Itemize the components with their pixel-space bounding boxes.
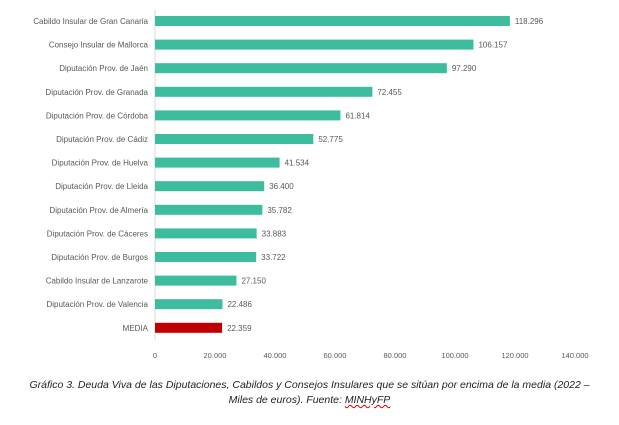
bar: [155, 110, 341, 121]
value-label: 33.722: [261, 253, 286, 262]
category-label: Diputación Prov. de Valencia: [46, 300, 148, 309]
caption-source: MINHyFP: [344, 394, 391, 406]
category-label: Diputación Prov. de Córdoba: [46, 111, 149, 120]
bar: [155, 134, 314, 144]
category-label: Cabildo Insular de Gran Canaria: [33, 17, 148, 26]
value-label: 22.359: [227, 324, 252, 333]
x-tick-label: 80.000: [384, 351, 407, 360]
bar: [155, 299, 223, 310]
bar: [155, 204, 263, 215]
bar: [155, 181, 265, 192]
category-label: Diputación Prov. de Lleida: [55, 182, 148, 191]
bar: [155, 252, 257, 262]
category-label: MEDIA: [123, 324, 149, 333]
bar: [155, 86, 373, 97]
value-label: 97.290: [452, 64, 477, 73]
category-label: Diputación Prov. de Huelva: [52, 159, 149, 168]
value-label: 27.150: [241, 277, 266, 286]
chart-caption: Gráfico 3. Deuda Viva de las Diputacione…: [20, 378, 599, 408]
bar: [155, 275, 237, 286]
value-label: 41.534: [285, 159, 310, 168]
x-tick-label: 40.000: [264, 351, 287, 360]
bar: [155, 157, 280, 168]
value-label: 36.400: [269, 182, 294, 191]
category-label: Diputación Prov. de Cáceres: [47, 229, 148, 238]
value-label: 118.296: [515, 17, 544, 26]
category-label: Consejo Insular de Mallorca: [49, 41, 149, 50]
x-tick-label: 60.000: [324, 351, 347, 360]
value-label: 52.775: [318, 135, 343, 144]
bar: [155, 63, 447, 74]
bar: [155, 16, 510, 26]
category-label: Diputación Prov. de Almería: [49, 206, 148, 215]
value-label: 35.782: [267, 206, 292, 215]
value-label: 61.814: [345, 111, 370, 120]
category-label: Diputación Prov. de Cádiz: [56, 135, 148, 144]
x-tick-label: 0: [153, 351, 157, 360]
caption-text: Gráfico 3. Deuda Viva de las Diputacione…: [29, 379, 590, 406]
value-label: 22.486: [227, 300, 252, 309]
value-label: 106.157: [478, 41, 507, 50]
category-label: Diputación Prov. de Jaén: [59, 64, 148, 73]
x-tick-label: 20.000: [204, 351, 227, 360]
x-tick-label: 100.000: [441, 351, 468, 360]
chart-svg: Cabildo Insular de Gran Canaria 118.296 Co…: [33, 9, 589, 360]
category-label: Diputación Prov. de Burgos: [51, 253, 148, 262]
value-label: 33.883: [262, 229, 287, 238]
x-tick-label: 120.000: [501, 351, 528, 360]
category-label: Diputación Prov. de Granada: [45, 88, 148, 97]
bar: [155, 228, 257, 239]
bar-media: [155, 322, 223, 333]
category-label: Cabildo Insular de Lanzarote: [46, 277, 149, 286]
bar: [155, 39, 474, 50]
value-label: 72.455: [377, 88, 402, 97]
x-tick-label: 140.000: [561, 351, 588, 360]
bar-chart: Cabildo Insular de Gran Canaria 118.296 Co…: [33, 9, 589, 360]
